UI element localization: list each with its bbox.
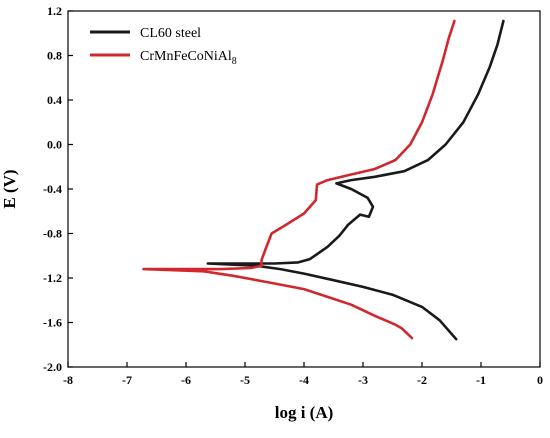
y-tick-label: -1.6 <box>43 316 62 330</box>
legend-label-hea-subscript: 8 <box>232 56 237 67</box>
series-line-cl60-steel <box>206 19 505 341</box>
x-tick-label: -1 <box>476 373 486 387</box>
legend-label-hea-main: CrMnFeCoNiAl <box>140 49 232 64</box>
x-tick-label: -2 <box>417 373 427 387</box>
x-tick-label: -4 <box>299 373 309 387</box>
legend: CL60 steel CrMnFeCoNiAl8 <box>90 26 237 67</box>
y-tick-label: 1.2 <box>47 4 62 18</box>
x-axis-title: log i (A) <box>275 403 334 422</box>
legend-label-hea: CrMnFeCoNiAl8 <box>140 49 237 67</box>
y-tick-label: 0.8 <box>47 49 62 63</box>
y-tick-label: -0.8 <box>43 227 62 241</box>
y-tick-label: -0.4 <box>43 182 62 196</box>
y-tick-label: -1.2 <box>43 271 62 285</box>
x-tick-label: -7 <box>122 373 132 387</box>
x-tick-label: -8 <box>63 373 73 387</box>
legend-label-cl60: CL60 steel <box>140 26 201 41</box>
y-tick-label: -2.0 <box>43 360 62 374</box>
x-tick-label: -5 <box>240 373 250 387</box>
x-tick-label: -3 <box>358 373 368 387</box>
series-line-crmnfeconial8 <box>142 19 456 340</box>
x-tick-label: 0 <box>537 373 543 387</box>
ticks-layer: -8 -7 -6 -5 -4 -3 -2 -1 0 1.2 0.8 0.4 0.0 -0.4 -0.8 -1.… <box>43 4 543 387</box>
plot-frame <box>67 10 541 368</box>
y-axis-title: E (V) <box>0 169 19 208</box>
x-tick-label: -6 <box>181 373 191 387</box>
y-tick-label: 0.0 <box>47 138 62 152</box>
y-tick-label: 0.4 <box>47 93 62 107</box>
series-layer <box>142 19 505 341</box>
